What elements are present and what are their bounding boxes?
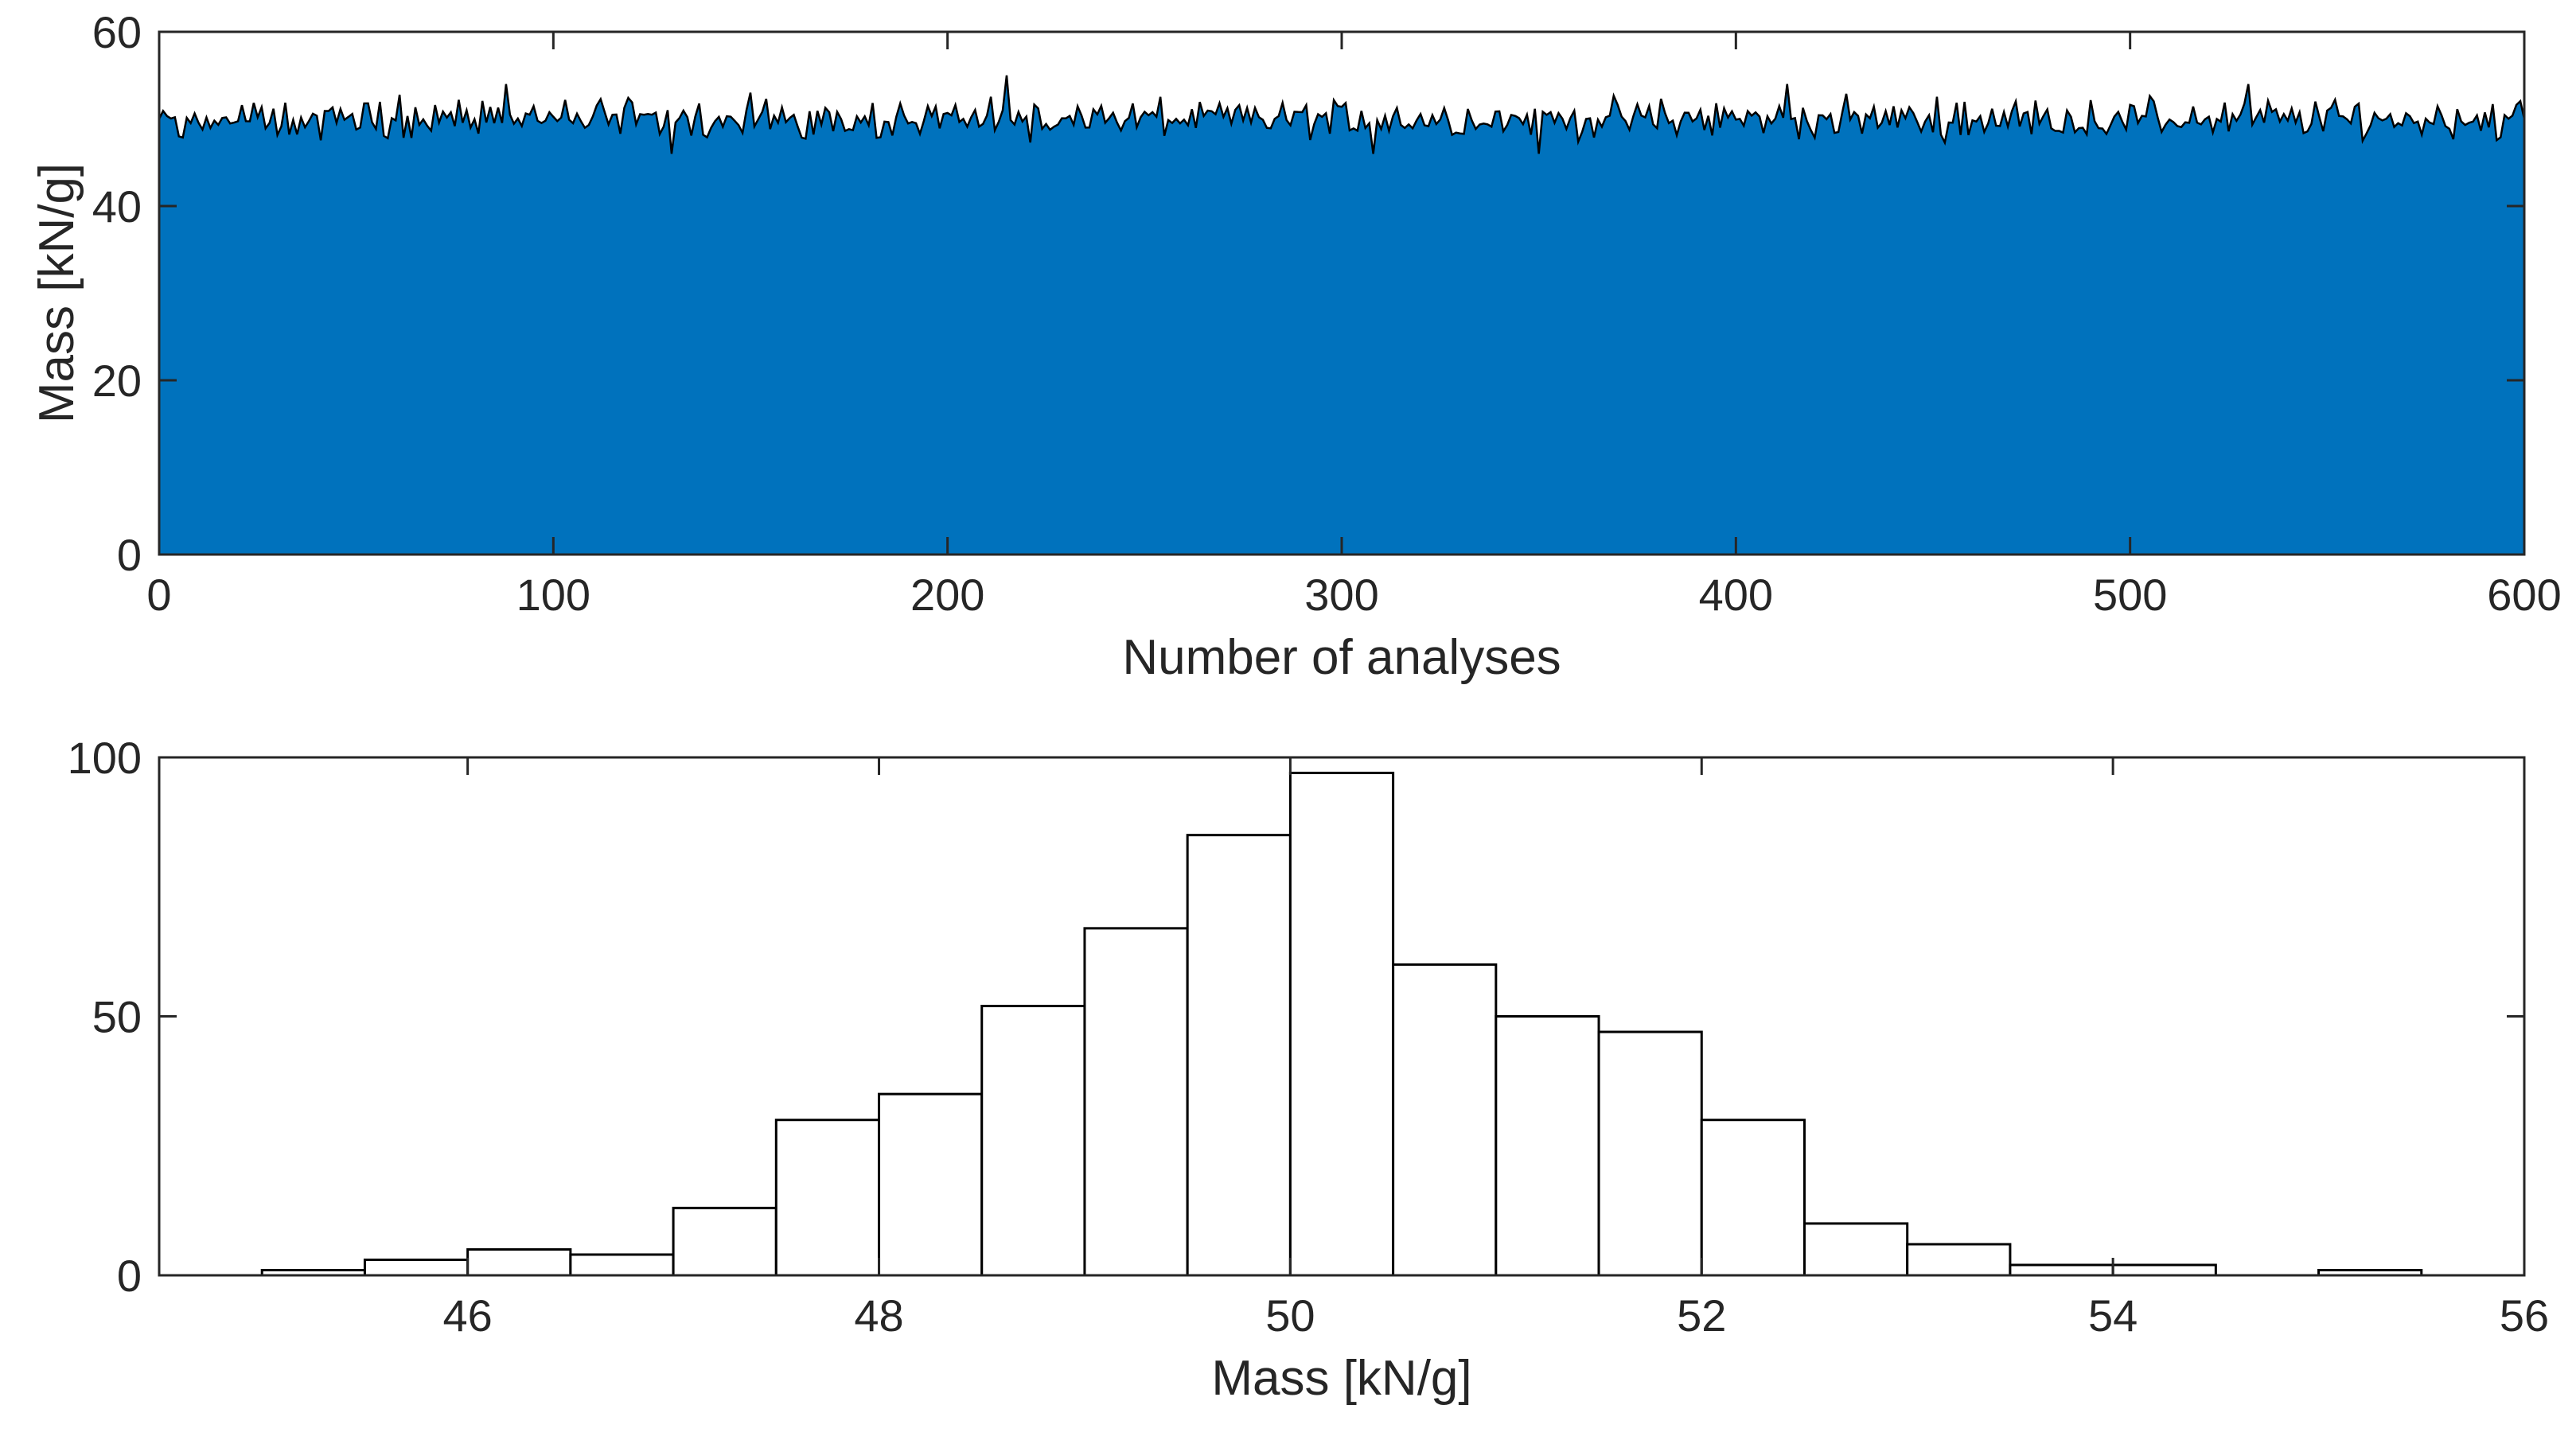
histogram-bar — [1083, 927, 1189, 1277]
top-x-axis-title: Number of analyses — [1122, 630, 1561, 685]
top-x-tick-label: 300 — [1304, 570, 1378, 620]
bottom-x-tick-label: 54 — [2088, 1290, 2138, 1341]
histogram-bar — [878, 1092, 984, 1277]
bottom-y-tick-label: 0 — [117, 1251, 142, 1301]
histogram-bar — [363, 1258, 470, 1277]
histogram-bar — [1392, 963, 1498, 1277]
top-y-tick-labels: 0 20 40 60 — [92, 7, 142, 580]
histogram-bar — [1802, 1222, 1909, 1277]
bottom-y-tick-label: 100 — [68, 733, 142, 783]
top-x-tick-labels: 0 100 200 300 400 500 600 — [146, 570, 2561, 620]
top-y-axis-title: Mass [kN/g] — [29, 163, 84, 423]
top-x-tick-label: 200 — [910, 570, 984, 620]
histogram-bar — [1597, 1030, 1703, 1277]
top-y-tick-label: 60 — [92, 7, 142, 57]
bottom-x-tick-label: 48 — [854, 1290, 903, 1341]
bottom-x-tick-label: 46 — [443, 1290, 493, 1341]
histogram-bar — [2111, 1263, 2217, 1277]
histogram-bar — [569, 1253, 675, 1277]
bottom-x-tick-label: 56 — [2500, 1290, 2549, 1341]
bottom-plot-border — [158, 756, 2526, 1277]
bottom-x-axis-title: Mass [kN/g] — [1211, 1351, 1471, 1406]
top-x-tick-label: 600 — [2487, 570, 2561, 620]
histogram-bar — [466, 1247, 572, 1277]
bottom-x-tick-label: 50 — [1265, 1290, 1315, 1341]
histogram-bar — [980, 1004, 1086, 1277]
top-x-tick-label: 100 — [516, 570, 590, 620]
bottom-y-tick-labels: 0 50 100 — [68, 733, 142, 1301]
top-y-tick-label: 20 — [92, 356, 142, 406]
top-x-tick-label: 0 — [146, 570, 171, 620]
histogram-bar — [774, 1119, 881, 1277]
histogram-bar — [672, 1206, 777, 1277]
histogram-bar — [1288, 772, 1395, 1277]
histogram-bar — [1186, 834, 1292, 1277]
top-x-tick-label: 400 — [1699, 570, 1773, 620]
histogram-bar — [1906, 1243, 2012, 1277]
histogram-bar — [1700, 1119, 1806, 1277]
histogram-bars — [260, 772, 2423, 1277]
histogram-bar — [1495, 1015, 1600, 1277]
mass-series-area — [159, 75, 2524, 555]
top-y-tick-label: 40 — [92, 181, 142, 232]
top-y-tick-label: 0 — [117, 530, 142, 580]
mass-series-chart: 0 100 200 300 400 500 600 0 20 40 60 Number of an… — [29, 7, 2562, 685]
bottom-x-tick-label: 52 — [1677, 1290, 1726, 1341]
mass-histogram-chart: 46 48 50 52 54 56 0 50 100 Mass [kN/g] — [68, 733, 2550, 1406]
mass-series-line — [158, 75, 2526, 154]
top-x-tick-label: 500 — [2093, 570, 2167, 620]
top-plot-border — [158, 30, 2526, 556]
bottom-x-tick-labels: 46 48 50 52 54 56 — [443, 1290, 2550, 1341]
histogram-bar — [2009, 1263, 2114, 1277]
bottom-y-tick-label: 50 — [92, 992, 142, 1042]
